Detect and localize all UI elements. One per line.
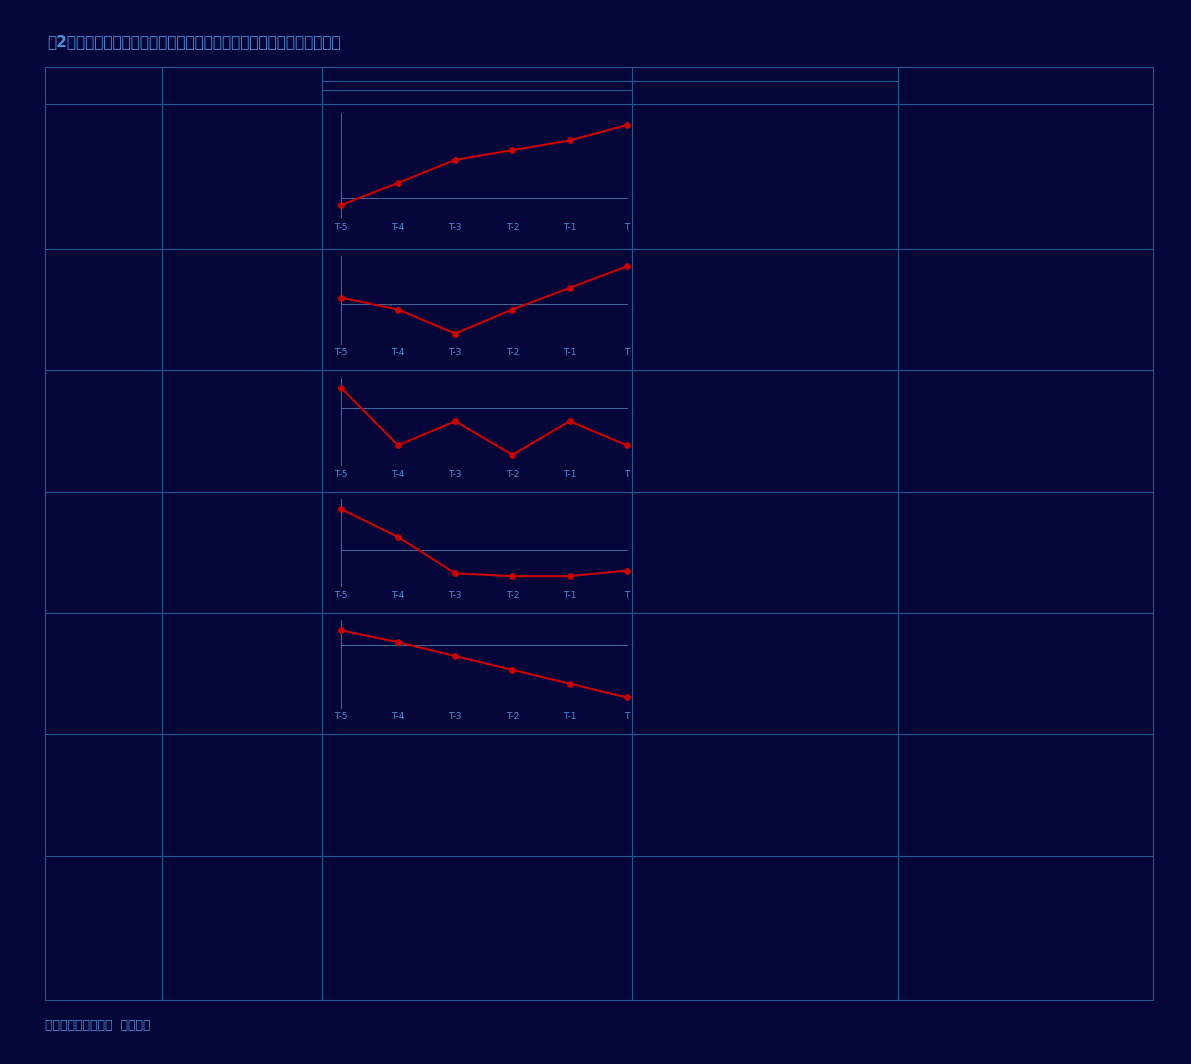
Text: T-2: T-2	[506, 592, 519, 600]
Text: T-4: T-4	[392, 592, 405, 600]
Text: T-1: T-1	[563, 223, 576, 232]
Text: T-1: T-1	[563, 349, 576, 358]
Text: T-3: T-3	[448, 713, 462, 721]
Point	[503, 301, 522, 318]
Point	[331, 621, 350, 638]
Text: T-4: T-4	[392, 349, 405, 358]
Point	[331, 289, 350, 306]
Point	[388, 436, 407, 453]
Point	[445, 565, 464, 582]
Text: T-5: T-5	[333, 349, 348, 358]
Text: T: T	[624, 349, 629, 358]
Point	[503, 142, 522, 159]
Point	[503, 446, 522, 463]
Point	[331, 500, 350, 517]
Point	[388, 529, 407, 546]
Point	[617, 562, 636, 579]
Text: T-1: T-1	[563, 592, 576, 600]
Text: T-2: T-2	[506, 223, 519, 232]
Point	[617, 436, 636, 453]
Point	[331, 379, 350, 396]
Point	[617, 257, 636, 275]
Point	[388, 174, 407, 192]
Text: T-4: T-4	[392, 223, 405, 232]
Point	[445, 325, 464, 342]
Point	[445, 413, 464, 430]
Text: T-2: T-2	[506, 349, 519, 358]
Point	[445, 151, 464, 168]
Point	[503, 662, 522, 679]
Point	[560, 676, 579, 693]
Point	[445, 648, 464, 665]
Point	[503, 567, 522, 584]
Text: 表2：在历次业绩增速的谷底到恢复阶段，主要行业股价及业绩变现类型: 表2：在历次业绩增速的谷底到恢复阶段，主要行业股价及业绩变现类型	[48, 34, 342, 49]
Point	[560, 280, 579, 297]
Text: T-3: T-3	[448, 223, 462, 232]
Point	[617, 117, 636, 134]
Text: T-3: T-3	[448, 470, 462, 479]
Point	[560, 567, 579, 584]
Text: T-3: T-3	[448, 349, 462, 358]
Point	[560, 132, 579, 149]
Text: T: T	[624, 592, 629, 600]
Text: T-5: T-5	[333, 223, 348, 232]
Text: T-5: T-5	[333, 470, 348, 479]
Text: 资料来源：中信证券  中泰基金: 资料来源：中信证券 中泰基金	[45, 1019, 151, 1032]
Point	[388, 634, 407, 651]
Text: T-5: T-5	[333, 592, 348, 600]
Text: T-4: T-4	[392, 713, 405, 721]
Text: T: T	[624, 713, 629, 721]
Point	[331, 197, 350, 214]
Text: T: T	[624, 223, 629, 232]
Text: T-1: T-1	[563, 470, 576, 479]
Text: T: T	[624, 470, 629, 479]
Text: T-5: T-5	[333, 713, 348, 721]
Text: T-4: T-4	[392, 470, 405, 479]
Text: T-1: T-1	[563, 713, 576, 721]
Text: T-2: T-2	[506, 713, 519, 721]
Text: T-3: T-3	[448, 592, 462, 600]
Text: T-2: T-2	[506, 470, 519, 479]
Point	[560, 413, 579, 430]
Point	[617, 689, 636, 706]
Point	[388, 301, 407, 318]
